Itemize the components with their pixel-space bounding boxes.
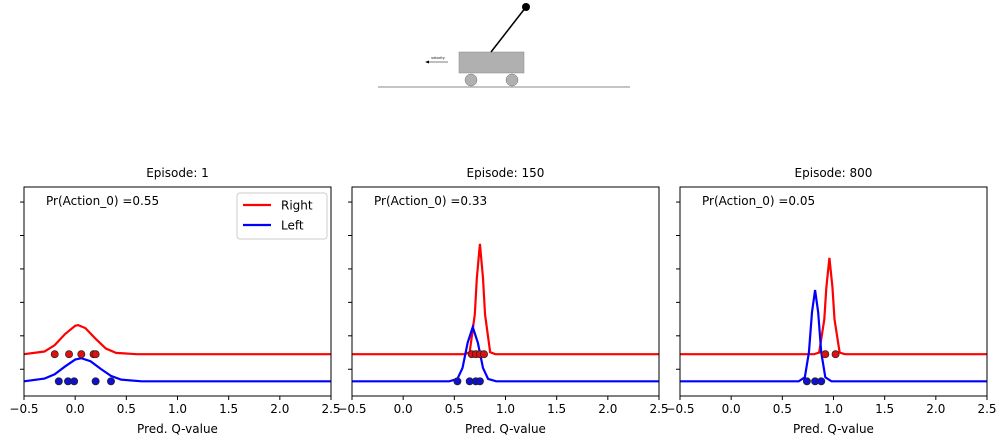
sample-dot [77, 350, 86, 359]
x-tick-label: 2.0 [926, 402, 945, 416]
x-tick-label: 1.0 [168, 402, 187, 416]
cart [458, 51, 525, 74]
legend-label: Left [281, 219, 304, 233]
sample-dot [453, 377, 462, 386]
x-tick-label: 1.0 [824, 402, 843, 416]
sample-dot [65, 350, 73, 359]
cartpole-scene: velocity [378, 3, 630, 88]
x-tick-label: 2.5 [977, 402, 996, 416]
panel-title: Episode: 800 [795, 166, 873, 180]
wheel [464, 73, 478, 87]
sample-dot [50, 350, 59, 359]
x-tick-label: 1.5 [219, 402, 238, 416]
density-curve [680, 257, 987, 356]
x-tick-label: −0.5 [665, 402, 694, 416]
sample-dot [70, 377, 79, 386]
x-tick-label: 0.0 [66, 402, 85, 416]
annotation: Pr(Action_0) =0.33 [374, 194, 487, 208]
wheel [505, 73, 519, 87]
sample-dot [821, 350, 830, 359]
x-tick-label: 1.0 [496, 402, 515, 416]
panel-title: Episode: 1 [146, 166, 209, 180]
sample-dot [54, 377, 63, 386]
plot-frame [351, 186, 660, 397]
sample-dot [475, 377, 484, 386]
x-tick-label: −0.5 [337, 402, 366, 416]
x-tick-label: 2.0 [270, 402, 289, 416]
density-curve [352, 243, 659, 356]
density-curve [23, 323, 331, 356]
sample-dot [91, 377, 100, 386]
velocity-label: velocity [431, 56, 445, 60]
x-tick-label: 2.0 [598, 402, 617, 416]
sample-dot [802, 377, 811, 386]
x-tick-label: 2.5 [649, 402, 668, 416]
x-tick-label: 0.5 [773, 402, 792, 416]
density-curve [680, 289, 987, 383]
density-curve [23, 357, 331, 383]
x-tick-label: 0.0 [394, 402, 413, 416]
sample-dot [817, 377, 826, 386]
x-tick-label: 0.0 [722, 402, 741, 416]
legend-label: Right [281, 199, 313, 213]
x-axis-label: Pred. Q-value [793, 422, 874, 436]
sample-dot [480, 350, 488, 359]
x-tick-label: 2.5 [321, 402, 340, 416]
panel-title: Episode: 150 [467, 166, 545, 180]
sample-dot [91, 350, 100, 359]
x-tick-label: 1.5 [547, 402, 566, 416]
annotation: Pr(Action_0) =0.05 [702, 194, 815, 208]
x-tick-label: 0.5 [445, 402, 464, 416]
pole [490, 6, 527, 53]
x-tick-label: 0.5 [117, 402, 136, 416]
x-axis-label: Pred. Q-value [465, 422, 546, 436]
annotation: Pr(Action_0) =0.55 [46, 194, 159, 208]
sample-dot [107, 377, 115, 386]
pole-tip [522, 3, 530, 11]
sample-dot [831, 350, 840, 359]
x-axis-label: Pred. Q-value [137, 422, 218, 436]
velocity-arrowhead [425, 60, 429, 64]
x-tick-label: −0.5 [9, 402, 38, 416]
x-tick-label: 1.5 [875, 402, 894, 416]
